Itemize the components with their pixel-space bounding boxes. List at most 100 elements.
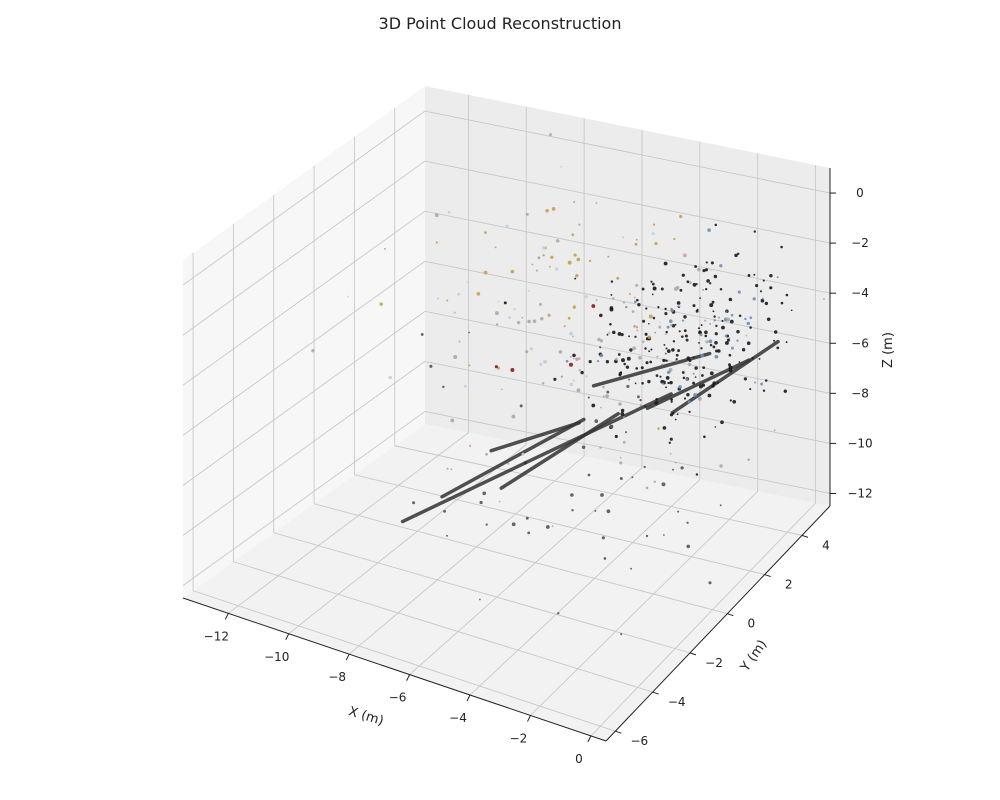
x-tick-label: −12 [204,629,229,643]
point [497,300,500,303]
point [717,349,721,353]
z-grid-left [182,160,426,336]
z-grid-back [424,411,831,494]
point [683,329,687,333]
point [664,312,668,316]
point [681,273,685,277]
point [550,255,554,259]
point [650,280,653,283]
point [743,377,747,381]
point [709,343,713,347]
point [719,287,723,291]
y-grid-floor [233,561,653,693]
point [721,319,724,322]
z-tick-label: 0 [856,186,864,200]
point [702,288,705,291]
point [434,213,439,218]
point [484,231,487,234]
point [686,393,690,397]
point [525,212,529,216]
point [666,325,670,329]
point [677,510,680,513]
point [578,223,581,226]
z-grid-left [182,210,426,386]
point [516,320,521,325]
point [769,286,773,290]
y-grid-floor [394,445,803,536]
point [712,310,715,313]
point [453,311,456,314]
z-grid-left [182,411,426,586]
x-grid-floor [590,502,816,737]
point [709,282,712,285]
y-tick-label: 0 [748,617,756,631]
point [726,317,731,322]
point [719,264,723,268]
point [673,237,676,241]
point [542,246,546,250]
point [508,316,512,320]
point [674,418,677,421]
chart-title: 3D Point Cloud Reconstruction [379,14,622,33]
point [688,359,692,362]
point [580,370,584,375]
x-tick-mark [587,735,592,743]
point [728,365,733,370]
point [609,306,614,310]
point [540,317,544,321]
point [634,242,638,246]
point [595,299,598,302]
point [652,223,656,226]
x-grid-floor [530,491,758,716]
point [639,399,642,402]
point [760,298,765,303]
point [662,426,667,430]
point [709,323,712,325]
point [658,325,662,329]
point [685,338,689,342]
point [628,292,631,295]
point [639,404,642,407]
point [595,201,598,204]
point [684,334,688,338]
point [669,452,672,455]
point [676,413,679,416]
point [379,302,383,306]
point [466,280,469,283]
point [625,305,628,309]
point [621,358,625,363]
point [607,334,610,336]
point [447,210,451,214]
point [678,330,681,333]
point [645,486,649,490]
point [710,269,713,271]
point [653,480,656,484]
point [643,465,646,469]
point [648,350,651,353]
point [694,366,698,370]
point [670,398,673,401]
point [602,385,605,389]
point [662,358,666,363]
point [764,379,768,382]
point [773,330,778,334]
point [507,462,510,465]
y-grid-floor [313,503,728,615]
point [641,287,645,291]
x-tick-mark [285,633,290,640]
point [511,414,516,419]
point [747,458,750,461]
point [573,357,575,360]
point [485,452,489,456]
point [664,307,667,311]
y-grid-floor [273,532,691,654]
point [647,379,651,384]
point [663,261,668,266]
point [705,261,708,264]
point [671,323,676,328]
point [609,424,614,429]
point [436,297,439,300]
point [623,362,626,366]
point [737,252,740,255]
point [741,348,746,352]
